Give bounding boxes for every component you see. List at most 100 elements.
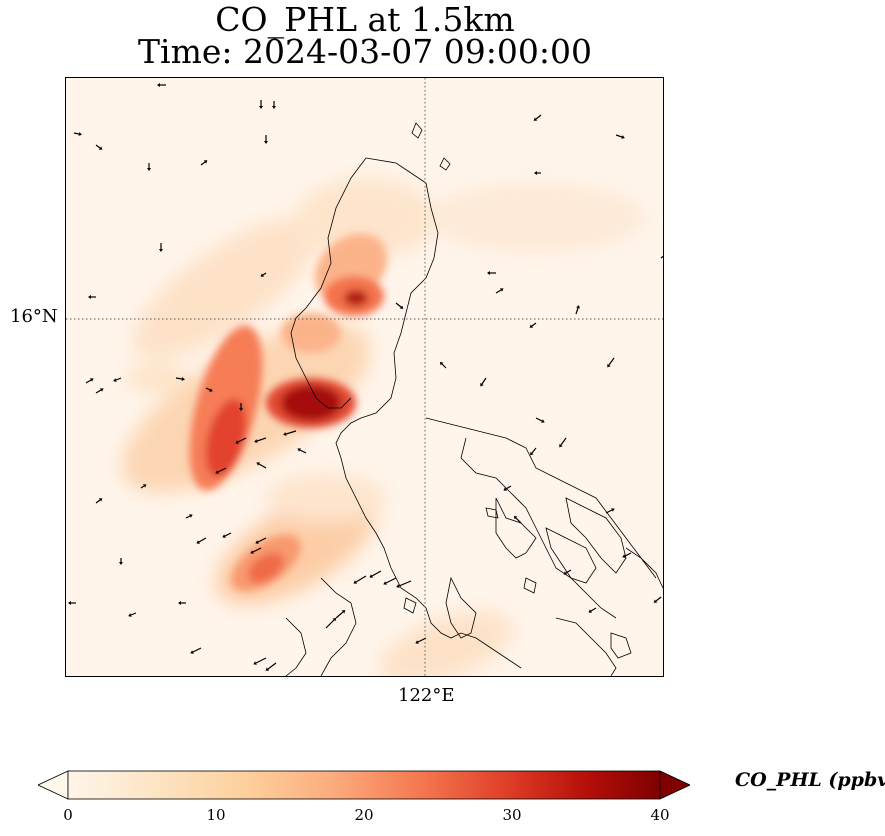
wind-vector-shaft <box>371 570 382 577</box>
wind-vector-head <box>534 171 537 175</box>
wind-vector-head <box>621 135 625 139</box>
wind-vector-shaft <box>299 449 307 454</box>
wind-vector-head <box>559 443 563 448</box>
wind-vector-shaft <box>624 552 632 557</box>
wind-vector-shaft <box>441 363 447 369</box>
map-canvas <box>66 78 663 676</box>
wind-vector-head <box>611 508 615 512</box>
wind-vector-head <box>157 83 160 87</box>
wind-vector-shaft <box>130 612 137 616</box>
wind-vector-shaft <box>115 377 122 381</box>
wind-vector-shaft <box>531 447 537 454</box>
wind-vector-head <box>439 361 444 366</box>
wind-vector-head <box>533 117 538 121</box>
wind-vector-shaft <box>73 132 80 135</box>
wind-vector-head <box>98 146 103 150</box>
wind-vector-head <box>563 571 568 575</box>
wind-vector-shaft <box>335 611 344 619</box>
wind-vector-shaft <box>385 577 397 584</box>
wind-vector-head <box>68 601 71 605</box>
colorbar-tick-30: 30 <box>502 806 522 824</box>
title-line-2: Time: 2024-03-07 09:00:00 <box>138 32 592 71</box>
wind-vector-head <box>190 650 194 654</box>
wind-vector-shaft <box>95 389 102 394</box>
wind-vector-shaft <box>325 619 335 629</box>
colorbar <box>38 770 690 800</box>
wind-vector-head <box>128 613 132 617</box>
wind-vector-shaft <box>515 517 522 524</box>
wind-vector-head <box>250 550 254 554</box>
wind-vectors <box>68 83 663 671</box>
wind-vector-head <box>622 554 626 558</box>
wind-vector-shaft <box>140 485 145 489</box>
wind-vector-head <box>529 324 534 328</box>
colorbar-tick-20: 20 <box>354 806 374 824</box>
wind-vector-head <box>415 640 419 644</box>
wind-vector-shaft <box>535 114 542 120</box>
wind-vector-head <box>369 574 373 578</box>
wind-vector-shaft <box>655 596 662 602</box>
wind-vector-head <box>89 378 94 382</box>
latitude-label: 16°N <box>10 306 58 327</box>
wind-vector-head <box>264 141 268 144</box>
wind-vector-head <box>499 288 504 292</box>
wind-vector-head <box>396 584 400 588</box>
wind-vector-head <box>178 601 181 605</box>
wind-vector-head <box>99 388 104 392</box>
wind-vector-head <box>541 419 545 423</box>
wind-vector-head <box>530 451 534 456</box>
wind-vector-head <box>209 388 213 392</box>
wind-vector-shaft <box>495 289 502 294</box>
wind-vector-head <box>588 609 593 613</box>
colorbar-min-extension <box>38 770 69 800</box>
wind-vector-shaft <box>481 377 487 385</box>
wind-vector-shaft <box>660 255 663 259</box>
wind-vector-shaft <box>224 532 232 537</box>
wind-vector-head <box>259 106 263 109</box>
wind-vector-shaft <box>255 657 267 664</box>
wind-vector-head <box>196 540 200 544</box>
wind-vector-shaft <box>535 417 543 422</box>
wind-vector-shaft <box>560 437 567 446</box>
wind-vector-shaft <box>575 307 579 315</box>
wind-vector-head <box>353 580 358 584</box>
wind-vector-head <box>653 599 658 603</box>
wind-vector-head <box>283 432 287 436</box>
wind-vector-head <box>119 562 123 565</box>
wind-vector-head <box>399 305 404 309</box>
co-concentration-field <box>121 178 646 676</box>
wind-vector-shaft <box>590 607 597 612</box>
longitude-label: 122°E <box>398 685 455 706</box>
wind-vector-shaft <box>505 485 512 490</box>
wind-vector-shaft <box>605 509 613 514</box>
wind-vector-head <box>265 667 270 671</box>
wind-vector-head <box>88 295 91 299</box>
wind-vector-shaft <box>237 437 247 443</box>
wind-vector-shaft <box>200 161 206 166</box>
wind-vector-head <box>181 377 185 381</box>
wind-vector-shaft <box>185 515 191 519</box>
wind-vector-shaft <box>217 467 227 473</box>
grid-lines <box>66 78 663 676</box>
wind-vector-shaft <box>257 537 267 543</box>
wind-vector-head <box>383 581 387 585</box>
wind-vector-shaft <box>95 144 101 149</box>
colorbar-max-extension <box>659 770 690 800</box>
wind-vector-head <box>487 271 490 275</box>
wind-vector-head <box>254 439 258 443</box>
colorbar-graphic <box>38 770 690 800</box>
wind-vector-head <box>239 408 243 411</box>
wind-vector-shaft <box>85 379 92 384</box>
colorbar-gradient <box>67 770 661 800</box>
colorbar-tick-10: 10 <box>206 806 226 824</box>
wind-vector-head <box>215 470 219 474</box>
wind-vector-head <box>480 382 484 387</box>
wind-vector-head <box>255 540 259 544</box>
wind-vector-shaft <box>398 580 412 587</box>
wind-vector-head <box>113 378 117 382</box>
wind-vector-head <box>607 363 611 368</box>
wind-vector-shaft <box>205 387 211 391</box>
wind-vector-shaft <box>267 662 277 670</box>
wind-vector-shaft <box>192 647 202 653</box>
map-title: CO_PHL at 1.5km Time: 2024-03-07 09:00:0… <box>66 3 664 71</box>
